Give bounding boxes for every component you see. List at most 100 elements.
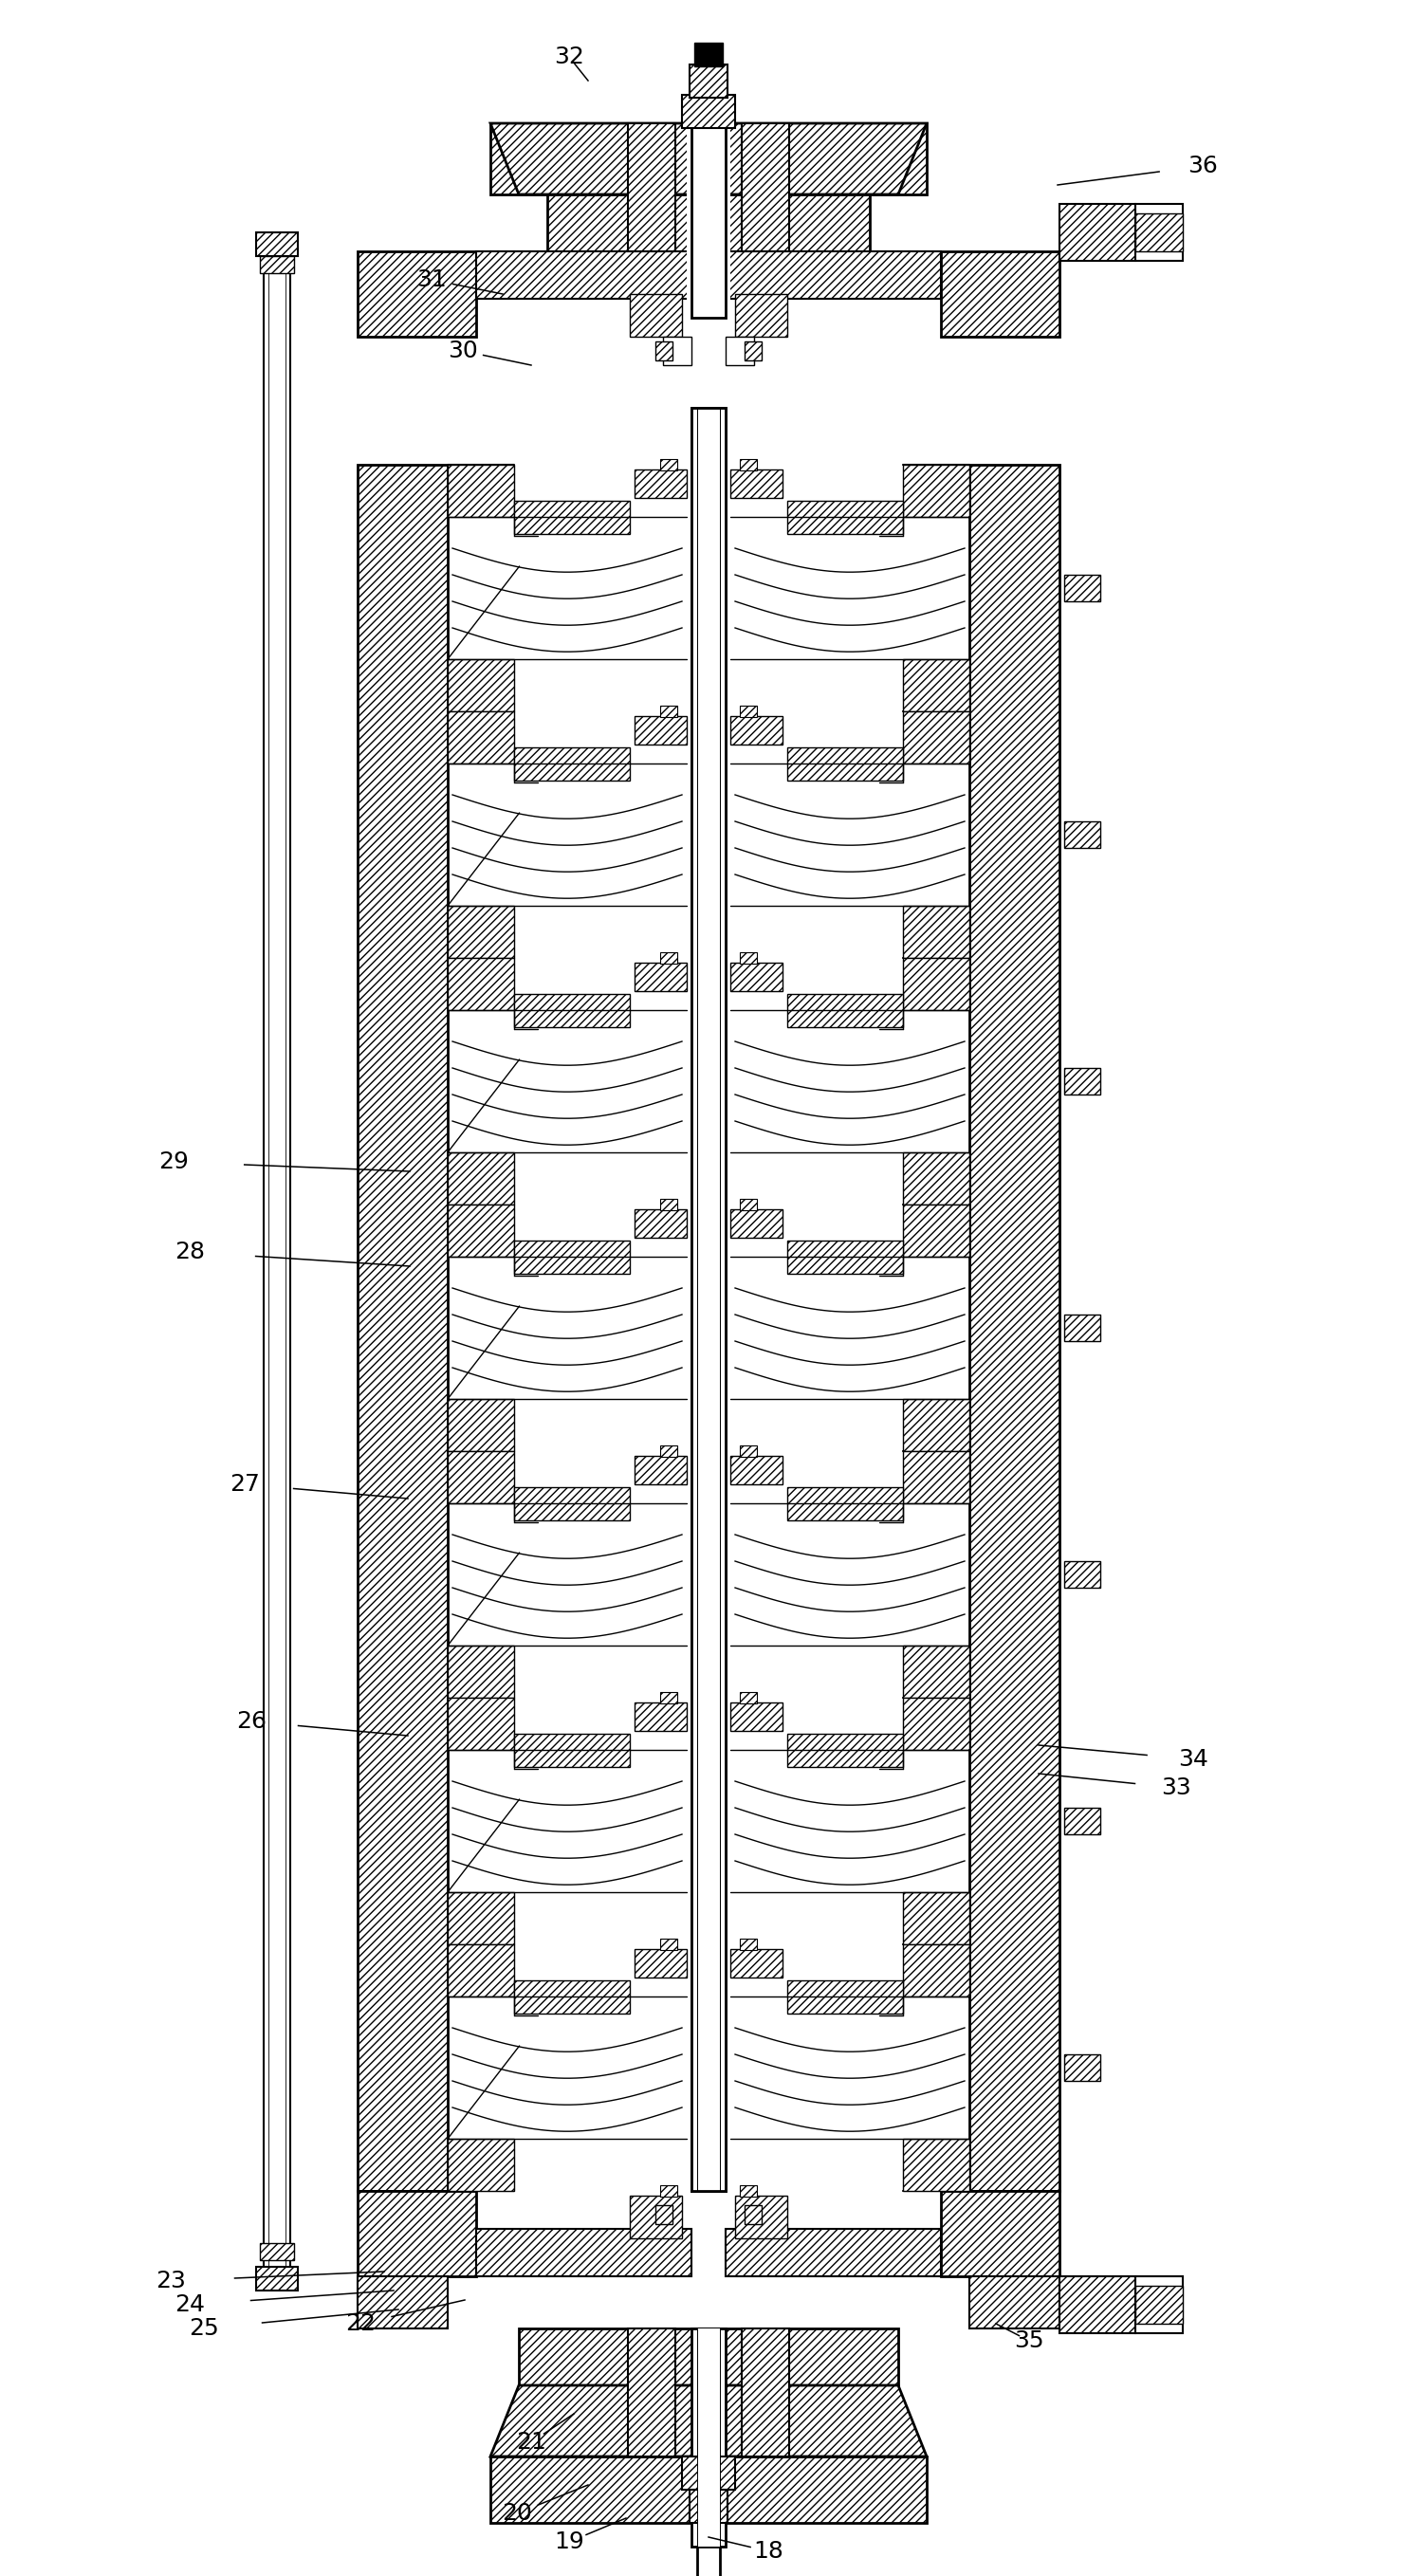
Bar	[742, 124, 790, 252]
Polygon shape	[491, 124, 927, 193]
Text: 32: 32	[554, 46, 584, 70]
Bar	[740, 1445, 757, 1458]
Bar	[692, 464, 725, 2192]
Bar	[515, 500, 630, 533]
Bar	[634, 1208, 686, 1236]
Bar	[740, 1198, 757, 1211]
Bar	[744, 343, 761, 361]
Bar	[1065, 1561, 1100, 1587]
Bar	[476, 2228, 692, 2277]
Bar	[448, 1206, 515, 1257]
Bar	[259, 255, 294, 273]
Bar	[448, 1698, 515, 1749]
Bar	[903, 659, 970, 711]
Bar	[740, 953, 757, 963]
Bar	[448, 907, 515, 958]
Bar	[730, 963, 783, 992]
Bar	[903, 464, 970, 518]
Bar	[1065, 1314, 1100, 1342]
Text: 18: 18	[753, 2540, 783, 2563]
Bar	[1065, 2053, 1100, 2081]
Bar	[491, 124, 927, 193]
Bar	[1059, 204, 1136, 260]
Bar	[1065, 574, 1100, 600]
Text: 20: 20	[502, 2501, 532, 2524]
Bar	[735, 294, 787, 337]
Bar	[634, 469, 686, 497]
Bar	[1136, 214, 1183, 252]
Bar	[1136, 2277, 1183, 2334]
Bar	[742, 2329, 790, 2458]
Bar	[730, 1455, 783, 1484]
Bar	[692, 124, 726, 317]
Bar	[903, 2138, 970, 2192]
Bar	[515, 747, 630, 781]
Text: 31: 31	[417, 268, 447, 291]
Bar	[692, 407, 726, 2192]
Bar	[740, 2184, 757, 2197]
Bar	[476, 252, 692, 299]
Bar	[903, 1698, 970, 1749]
Bar	[1065, 822, 1100, 848]
Bar	[689, 64, 727, 98]
Bar	[357, 2277, 448, 2329]
Bar	[942, 252, 1059, 337]
Bar	[264, 252, 291, 2285]
Bar	[730, 716, 783, 744]
Bar	[448, 711, 515, 762]
Text: 19: 19	[554, 2530, 584, 2553]
Text: 22: 22	[345, 2313, 376, 2334]
Bar	[655, 343, 672, 361]
Bar	[740, 459, 757, 471]
Bar	[903, 1206, 970, 1257]
Bar	[686, 124, 730, 317]
Bar	[695, 44, 723, 67]
Bar	[448, 659, 515, 711]
Bar	[692, 2329, 726, 2548]
Bar	[1136, 204, 1183, 260]
Bar	[634, 1703, 686, 1731]
Text: 27: 27	[230, 1473, 259, 1497]
Text: 33: 33	[1161, 1777, 1191, 1798]
Bar	[448, 464, 515, 518]
Bar	[903, 711, 970, 762]
Text: 29: 29	[159, 1151, 189, 1172]
Bar	[726, 2228, 942, 2277]
Bar	[515, 1981, 630, 2014]
Bar	[787, 747, 903, 781]
Bar	[730, 1208, 783, 1236]
Bar	[664, 337, 692, 366]
Bar	[744, 2205, 761, 2223]
Bar	[661, 1692, 678, 1703]
Bar	[698, 2548, 720, 2576]
Bar	[726, 252, 942, 299]
Bar	[630, 2195, 682, 2239]
Bar	[634, 1950, 686, 1978]
Bar	[970, 2277, 1059, 2329]
Bar	[628, 124, 675, 252]
Bar	[547, 193, 869, 252]
Bar	[634, 716, 686, 744]
Text: 21: 21	[516, 2432, 546, 2455]
Bar	[682, 95, 735, 129]
Bar	[787, 1242, 903, 1273]
Bar	[740, 706, 757, 716]
Bar	[1065, 1069, 1100, 1095]
Bar	[448, 1646, 515, 1698]
Bar	[903, 1450, 970, 1504]
Bar	[661, 459, 678, 471]
Bar	[357, 464, 448, 2192]
Text: 35: 35	[1014, 2329, 1044, 2352]
Bar	[730, 1950, 783, 1978]
Bar	[903, 958, 970, 1010]
Bar	[692, 407, 726, 2192]
Text: 25: 25	[189, 2316, 218, 2339]
Bar	[682, 2458, 735, 2488]
Bar	[661, 706, 678, 716]
Bar	[903, 907, 970, 958]
Bar	[448, 958, 515, 1010]
Text: 23: 23	[156, 2269, 186, 2293]
Text: 30: 30	[448, 340, 478, 363]
Bar	[787, 500, 903, 533]
Bar	[740, 1940, 757, 1950]
